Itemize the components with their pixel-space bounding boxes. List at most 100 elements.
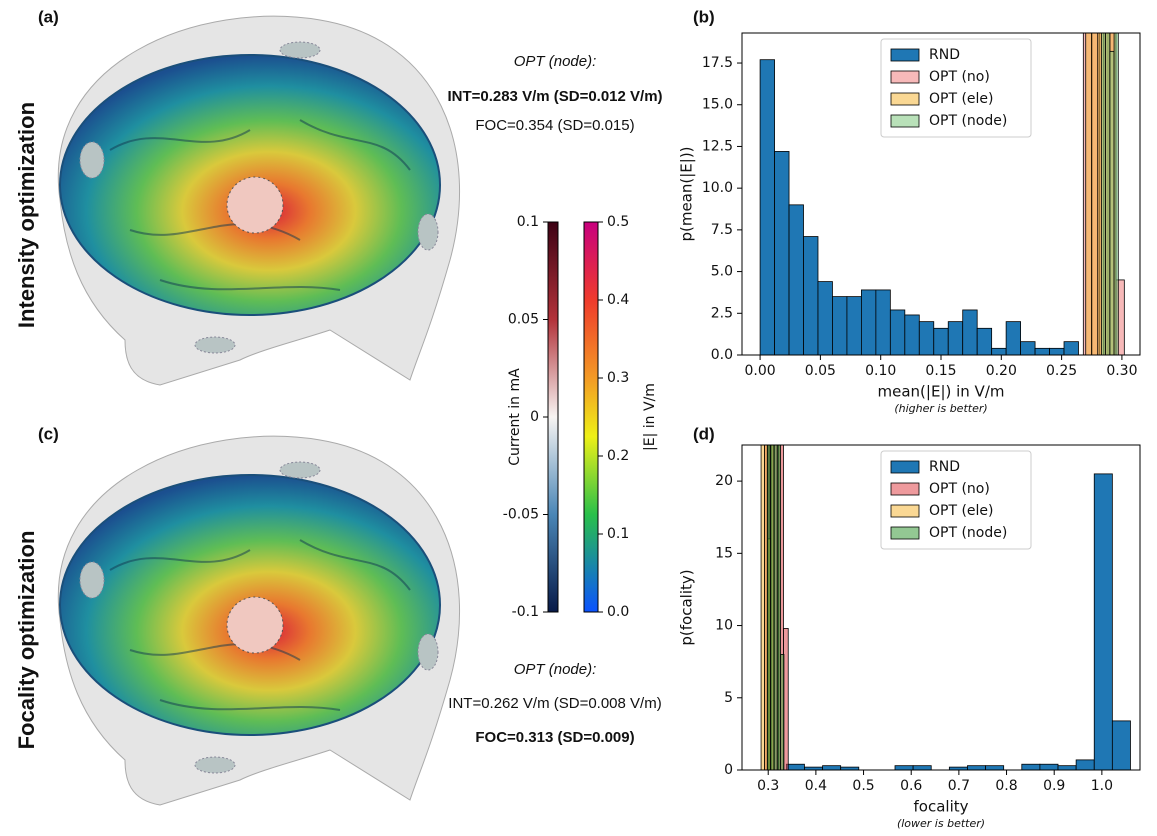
y-tick-label: 20 (715, 473, 733, 489)
legend-label: OPT (node) (929, 113, 1007, 129)
colorbar (547, 221, 559, 613)
legend-swatch (890, 92, 920, 106)
hist-bar (1057, 765, 1077, 770)
x-tick-label: 0.5 (852, 778, 874, 794)
colorbar-tick-label: -0.05 (503, 507, 539, 523)
colorbar-tick-label: 0.1 (607, 526, 629, 542)
hist-bar (947, 321, 964, 355)
hist-bar (1093, 473, 1113, 770)
legend-box (880, 38, 1032, 138)
hist-bar (1039, 763, 1059, 770)
x-tick-label: 0.7 (948, 778, 970, 794)
colorbar-label: Current in mA (507, 368, 523, 466)
y-tick-label: 15 (715, 545, 733, 561)
colorbar-tick-label: 0.1 (517, 214, 539, 230)
hist-bar (832, 296, 848, 355)
y-tick-label: 0 (724, 762, 733, 778)
legend-swatch (890, 526, 920, 540)
annotation-title: OPT (node): (514, 661, 597, 678)
x-axis-label: mean(|E|) in V/m (878, 383, 1005, 401)
x-tick-label: 0.3 (757, 778, 779, 794)
hist-bar (780, 654, 785, 770)
hist-bar (933, 327, 949, 355)
hist-bar (759, 59, 775, 355)
hist-bar (967, 765, 986, 770)
brain-render (57, 435, 461, 806)
hist-bar (1111, 720, 1131, 770)
hist-bar (889, 309, 906, 355)
x-axis-note: (lower is better) (897, 817, 985, 830)
annotation: FOC=0.313 (SD=0.009) (475, 729, 634, 746)
hist-bar (918, 321, 935, 355)
hist-bar (822, 765, 842, 770)
axes-frame (741, 444, 1141, 771)
annotation: INT=0.262 V/m (SD=0.008 V/m) (448, 695, 661, 712)
hist-bar (785, 763, 805, 770)
x-tick-label: 0.10 (865, 363, 896, 379)
legend-label: OPT (ele) (929, 503, 994, 519)
colorbar-tick-label: 0.5 (607, 214, 629, 230)
legend-label: OPT (node) (929, 525, 1007, 541)
colorbar-tick-label: 0.3 (607, 370, 629, 386)
brain-render (57, 15, 461, 386)
hist-bar (1063, 341, 1079, 355)
y-tick-label: 10.0 (702, 180, 733, 196)
y-tick-label: 5.0 (711, 264, 733, 280)
hist-bar (1113, 33, 1119, 355)
hist-bar (904, 314, 920, 355)
hist-bar (774, 151, 790, 355)
panel-label: (d) (693, 424, 715, 443)
y-tick-label: 12.5 (702, 138, 733, 154)
panel-label: (c) (38, 424, 59, 443)
y-axis-label: p(focality) (678, 569, 696, 645)
legend-label: OPT (no) (929, 481, 990, 497)
hist-bar (976, 327, 993, 355)
hist-bar (1097, 33, 1105, 355)
hist-bar (1049, 347, 1065, 355)
colorbar-label: |E| in V/m (642, 383, 658, 451)
hist-bar (1101, 33, 1107, 355)
legend-swatch (890, 70, 920, 84)
hist-bar (1034, 347, 1050, 355)
legend-swatch (890, 114, 920, 128)
y-tick-label: 10 (715, 618, 733, 634)
y-tick-label: 15.0 (702, 97, 733, 113)
x-tick-label: 0.15 (925, 363, 956, 379)
panel-label: (b) (693, 7, 715, 26)
row-label: Intensity optimization (14, 102, 39, 328)
x-tick-label: 0.25 (1046, 363, 1077, 379)
hist-bar (776, 445, 782, 770)
hist-bar (1005, 321, 1021, 355)
hist-bar (861, 289, 877, 355)
legend-label: RND (929, 459, 960, 475)
legend-swatch (890, 504, 920, 518)
colorbar (583, 221, 599, 613)
x-tick-label: 0.20 (986, 363, 1017, 379)
hist-bar (985, 765, 1005, 770)
hist-bar (1109, 50, 1115, 355)
x-tick-label: 0.00 (745, 363, 776, 379)
hist-bar (1075, 759, 1095, 770)
legend-label: RND (929, 47, 960, 63)
legend-label: OPT (no) (929, 69, 990, 85)
y-tick-label: 2.5 (711, 305, 733, 321)
annotation: FOC=0.354 (SD=0.015) (475, 117, 634, 134)
hist-bar (894, 765, 914, 770)
panel-label: (a) (38, 7, 59, 26)
legend-swatch (890, 482, 920, 496)
x-tick-label: 0.05 (805, 363, 836, 379)
y-tick-label: 0.0 (711, 347, 733, 363)
x-axis-note: (higher is better) (894, 402, 987, 415)
colorbar-tick-label: 0.0 (607, 604, 629, 620)
hist-bar (803, 236, 819, 355)
hist-bar (846, 296, 862, 355)
x-tick-label: 0.6 (900, 778, 922, 794)
hist-bar (788, 204, 804, 355)
x-tick-label: 0.8 (995, 778, 1017, 794)
x-axis-label: focality (914, 798, 969, 816)
annotation-title: OPT (node): (514, 53, 597, 70)
annotation: INT=0.283 V/m (SD=0.012 V/m) (447, 88, 662, 105)
y-axis-label: p(mean(|E|)) (678, 146, 696, 241)
hist-bar (912, 765, 932, 770)
